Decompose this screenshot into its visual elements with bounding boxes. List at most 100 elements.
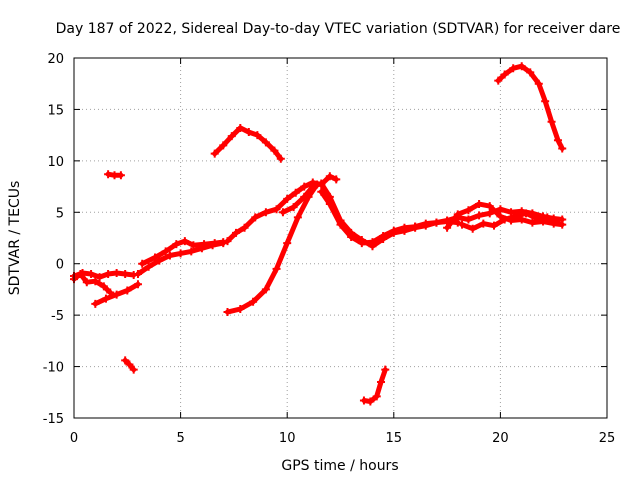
data-point [210, 149, 219, 158]
data-point [261, 208, 270, 217]
data-point [189, 241, 198, 250]
y-axis-label: SDTVAR / TECUs [7, 181, 23, 296]
data-point [129, 365, 138, 374]
series-arc-11 [278, 179, 462, 251]
data-point [377, 378, 386, 386]
data-point [357, 239, 366, 248]
data-point [308, 182, 317, 191]
data-point [347, 232, 356, 241]
data-point [101, 294, 110, 303]
plot-frame [73, 57, 608, 419]
data-point [485, 202, 494, 211]
y-tick-label: 10 [47, 155, 64, 170]
series-trace [459, 210, 561, 232]
data-point [490, 221, 499, 230]
data-point [276, 154, 285, 163]
data-point [121, 270, 130, 278]
data-point [479, 219, 488, 228]
data-point [138, 259, 147, 268]
data-point [496, 212, 505, 221]
series-arc-4 [104, 170, 125, 180]
data-point [496, 205, 505, 214]
data-point [116, 171, 125, 180]
data-point [411, 222, 420, 231]
data-point [458, 220, 467, 229]
series-trace [495, 63, 565, 151]
x-tick-label: 15 [386, 431, 403, 446]
data-point [468, 224, 477, 233]
data-point [219, 141, 228, 150]
data-point [249, 297, 258, 306]
data-point [528, 218, 537, 227]
x-tick-label: 25 [599, 431, 616, 446]
data-point [133, 270, 142, 278]
x-axis: 0 5 10 15 20 25 [70, 58, 615, 446]
data-point [317, 179, 326, 188]
data-point [227, 132, 236, 141]
data-point [541, 97, 550, 106]
series-arc-8 [210, 123, 285, 163]
data-point [91, 277, 100, 286]
series-arc-10 [223, 180, 322, 317]
data-point [244, 128, 253, 137]
series-trace [280, 181, 461, 249]
series-trace [402, 206, 565, 234]
x-tick-label: 20 [492, 431, 509, 446]
x-tick-label: 5 [176, 431, 184, 446]
series-arc-7 [138, 237, 228, 268]
y-tick-label: 0 [56, 258, 64, 273]
data-point [104, 170, 113, 179]
data-point [278, 208, 287, 217]
data-point [558, 144, 567, 153]
data-point [232, 228, 241, 237]
data-point [151, 253, 160, 262]
data-point [161, 247, 170, 256]
data-point [236, 123, 245, 132]
data-point [553, 216, 562, 225]
series-arc-17 [494, 62, 567, 153]
data-point [200, 240, 209, 249]
data-point [272, 205, 281, 214]
series-trace [225, 182, 320, 315]
grid [74, 58, 607, 418]
y-tick-label: 15 [47, 103, 64, 118]
data-point [270, 146, 279, 155]
data-point [464, 206, 473, 215]
data-point [78, 268, 87, 277]
y-tick-label: -10 [43, 361, 64, 376]
data-point [509, 64, 518, 73]
data-point [223, 237, 232, 246]
x-tick-label: 10 [279, 431, 296, 446]
data-point [187, 247, 196, 256]
data-point [485, 209, 494, 218]
data-point [125, 360, 134, 369]
data-point [521, 209, 530, 218]
data-point [283, 194, 292, 203]
data-point [95, 273, 104, 282]
data-point [532, 214, 541, 223]
data-point [500, 70, 509, 79]
data-point [332, 175, 341, 184]
data-point [464, 215, 473, 224]
data-point [526, 68, 535, 77]
data-point [517, 62, 526, 71]
data-point [82, 278, 91, 287]
data-point [223, 308, 232, 317]
data-point [300, 182, 309, 191]
data-point [104, 270, 113, 278]
data-point [389, 226, 398, 235]
data-point [317, 187, 326, 196]
data-point [91, 299, 100, 308]
data-point [121, 356, 130, 365]
series-trace [318, 189, 418, 246]
data-point [172, 240, 181, 249]
data-series [70, 62, 567, 406]
data-point [359, 396, 368, 405]
data-point [336, 220, 345, 229]
data-point [272, 264, 281, 273]
series-arc-3 [91, 280, 142, 308]
data-point [475, 211, 484, 220]
data-point [261, 138, 270, 147]
data-point [99, 282, 108, 291]
